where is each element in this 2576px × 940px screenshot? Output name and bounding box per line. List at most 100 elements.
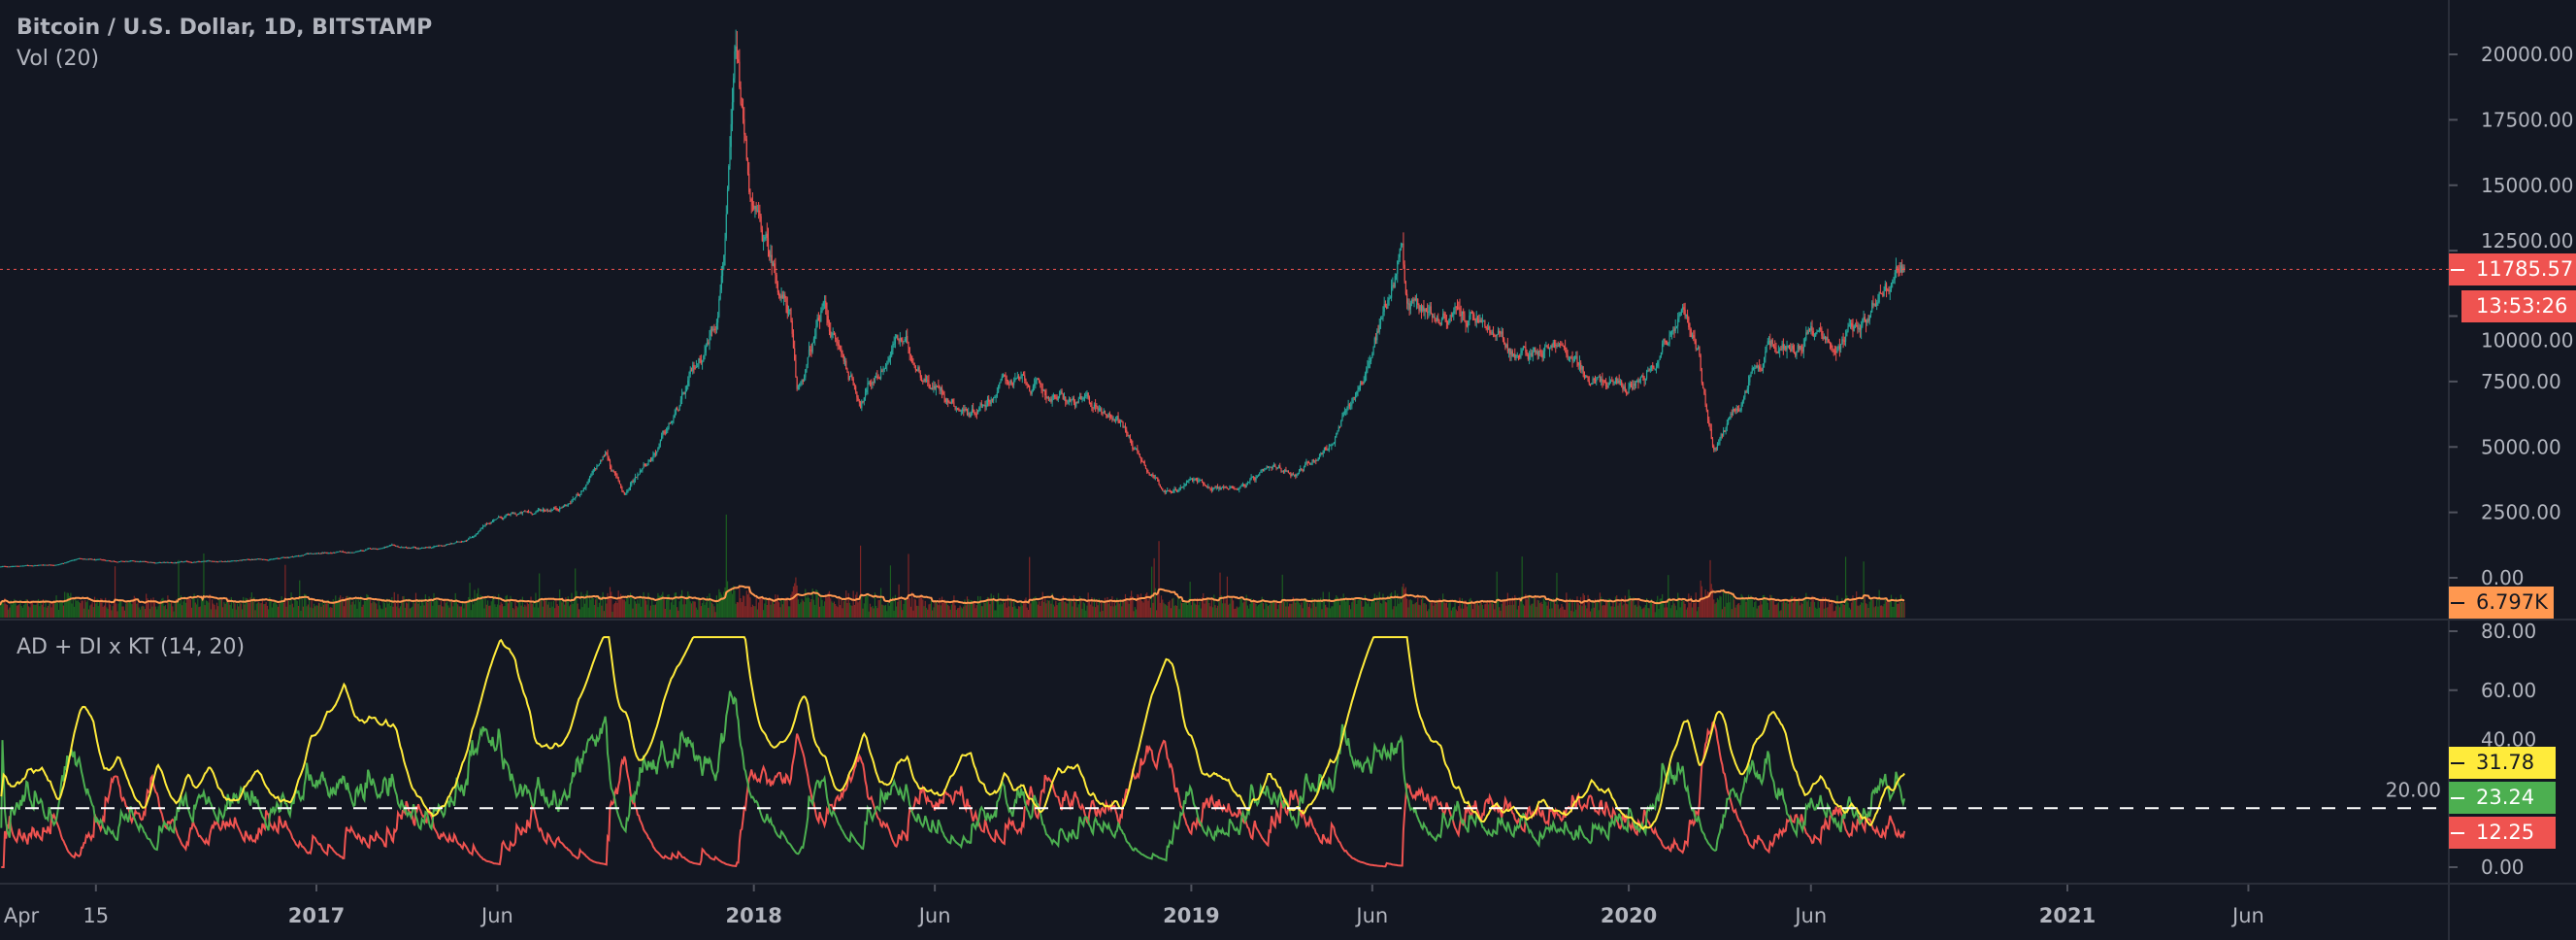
candle	[516, 514, 519, 516]
candle	[894, 337, 896, 344]
volume-bar	[565, 597, 567, 618]
chart-title[interactable]: Bitcoin / U.S. Dollar, 1D, BITSTAMP	[17, 16, 433, 40]
candle	[1459, 307, 1461, 316]
candle	[678, 406, 680, 411]
candle	[1158, 481, 1160, 485]
volume-bar	[290, 592, 292, 618]
candle	[726, 189, 729, 215]
candle	[1322, 450, 1324, 454]
volume-bar	[200, 596, 203, 618]
candle	[875, 376, 877, 378]
volume-bar	[164, 605, 167, 618]
candle	[1104, 410, 1106, 415]
candle	[1073, 397, 1074, 403]
volume-bar	[756, 609, 758, 618]
volume-bar	[1679, 607, 1681, 618]
candle	[1662, 343, 1664, 352]
candle	[1642, 375, 1644, 378]
candle	[1652, 365, 1654, 368]
volume-bar	[1052, 604, 1054, 618]
volume-bar	[884, 604, 887, 618]
volume-bar	[1036, 601, 1038, 618]
candle	[907, 335, 908, 343]
volume-bar	[648, 610, 650, 618]
candle	[1060, 390, 1062, 394]
volume-bar	[683, 598, 685, 618]
candle	[1519, 355, 1521, 358]
volume-bar	[963, 606, 965, 618]
candle	[748, 173, 750, 192]
volume-bar	[708, 607, 710, 618]
adx-tag: 31.78	[2449, 747, 2556, 779]
candle	[1451, 314, 1454, 317]
volume-bar	[1726, 602, 1728, 618]
volume-bar	[784, 600, 786, 618]
candle	[147, 561, 149, 563]
volume-bar	[297, 605, 300, 618]
volume-bar	[153, 601, 155, 618]
volume-bar	[1389, 593, 1391, 618]
volume-bar	[639, 595, 641, 618]
volume-bar	[762, 610, 765, 618]
candle	[566, 505, 568, 507]
candle	[1556, 346, 1558, 348]
volume-bar	[128, 601, 130, 618]
candle	[1557, 346, 1559, 348]
volume-bar	[774, 604, 776, 618]
candle	[1517, 354, 1520, 356]
candle	[121, 560, 123, 562]
candle	[102, 559, 104, 561]
candle	[638, 474, 640, 476]
volume-bar	[892, 596, 894, 618]
candle	[1561, 344, 1563, 346]
volume-legend[interactable]: Vol (20)	[17, 47, 100, 71]
volume-bar	[1431, 600, 1434, 618]
candle	[1264, 469, 1266, 471]
candle	[1679, 313, 1681, 316]
candle	[1196, 480, 1199, 482]
volume-bar	[682, 604, 684, 618]
candle	[401, 547, 403, 549]
candle	[110, 560, 112, 562]
volume-bar	[108, 599, 110, 618]
volume-bar	[174, 601, 176, 618]
volume-ma-line	[0, 585, 1905, 606]
candle	[1544, 347, 1546, 352]
candle	[1190, 478, 1192, 480]
candle	[800, 383, 802, 385]
volume-bar	[601, 605, 603, 618]
volume-bar	[692, 601, 694, 618]
candle	[1444, 314, 1446, 321]
volume-bar	[1177, 596, 1179, 618]
volume-bar	[540, 600, 542, 618]
candle	[1309, 463, 1311, 465]
candle	[1428, 311, 1430, 313]
candle	[125, 560, 127, 562]
candle	[721, 265, 724, 277]
volume-bar	[1021, 605, 1023, 618]
candle	[1216, 487, 1219, 489]
volume-bar	[1353, 599, 1355, 618]
candle	[1582, 366, 1584, 372]
volume-bar	[1847, 602, 1849, 618]
volume-bar	[617, 590, 619, 618]
candle	[1123, 426, 1125, 428]
volume-bar	[681, 589, 683, 618]
candle	[1464, 314, 1466, 321]
candle	[1785, 346, 1787, 351]
volume-bar	[897, 601, 899, 618]
candle	[785, 298, 787, 305]
volume-bar	[90, 604, 92, 618]
volume-bar	[852, 590, 854, 618]
candle	[266, 559, 268, 561]
candle	[1577, 361, 1579, 366]
volume-bar	[551, 606, 553, 618]
volume-bar	[622, 599, 624, 618]
time-tick-label: 2021	[2039, 904, 2096, 927]
volume-bar	[1164, 604, 1166, 618]
candle	[1198, 481, 1200, 483]
indicator-legend[interactable]: AD + DI x KT (14, 20)	[17, 635, 246, 659]
volume-bar	[1856, 590, 1858, 618]
volume-bar	[1412, 604, 1414, 618]
